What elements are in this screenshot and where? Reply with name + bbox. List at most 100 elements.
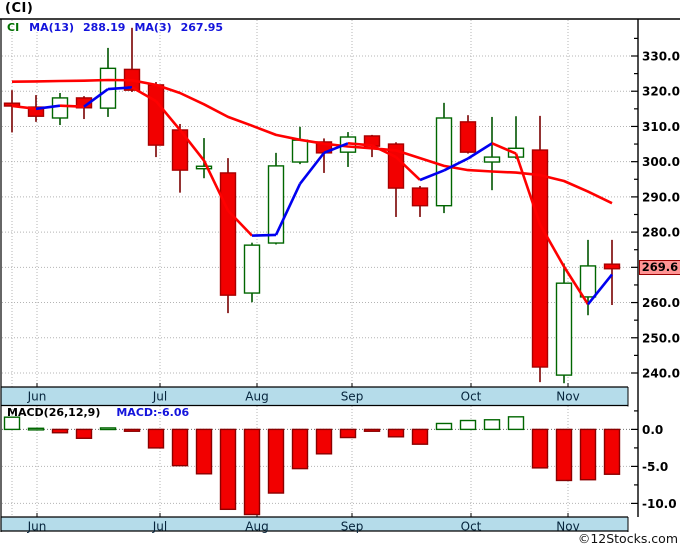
ma3-segment xyxy=(467,142,493,160)
macd-value-label: MACD:-6.06 xyxy=(116,406,190,419)
macd-bar xyxy=(411,428,429,445)
ma3-segment xyxy=(371,144,397,159)
macd-bar xyxy=(99,427,117,431)
month-label-jul: Jul xyxy=(152,390,167,404)
ma13-line xyxy=(11,78,613,205)
price-legend: CI MA(13) 288.19 MA(3) 267.95 xyxy=(7,21,232,34)
macd-bar xyxy=(267,428,285,494)
candle-body xyxy=(243,244,261,294)
ma3-segment xyxy=(11,104,37,111)
ma3-segment xyxy=(491,142,517,155)
candle-body xyxy=(3,102,21,107)
ma3-segment xyxy=(274,183,302,236)
month-label-sep: Sep xyxy=(341,390,364,404)
price-tick-label: 290.0 xyxy=(642,190,680,204)
macd-bar xyxy=(603,428,621,475)
ma3-segment xyxy=(538,223,566,268)
candle-body xyxy=(435,117,453,207)
macd-bar xyxy=(579,428,597,481)
candle-body xyxy=(579,265,597,298)
ma3-segment xyxy=(178,129,206,162)
macd-bar xyxy=(219,428,237,511)
macd-bar xyxy=(27,427,45,431)
month-label-oct: Oct xyxy=(461,520,482,534)
macd-params-label: MACD(26,12,9) xyxy=(7,406,101,419)
month-label-nov: Nov xyxy=(556,520,579,534)
macd-tick-label: 0.0 xyxy=(642,423,663,437)
month-label-sep: Sep xyxy=(341,520,364,534)
macd-bar xyxy=(75,428,93,439)
ma13-value: 288.19 xyxy=(83,21,126,34)
candle-body xyxy=(603,263,621,270)
macd-bar xyxy=(339,428,357,439)
month-label-jun: Jun xyxy=(27,390,47,404)
candle-body xyxy=(531,149,549,368)
macd-bar xyxy=(531,428,549,469)
macd-bar xyxy=(363,428,381,432)
price-tick-label: 250.0 xyxy=(642,331,680,345)
candle-body xyxy=(459,121,477,153)
candle-body xyxy=(219,172,237,296)
candle-body xyxy=(51,97,69,119)
month-label-aug: Aug xyxy=(245,390,268,404)
ma3-segment xyxy=(251,233,277,237)
macd-bar xyxy=(147,428,165,449)
price-tick-label: 310.0 xyxy=(642,120,680,134)
month-band xyxy=(1,517,628,531)
month-label-jun: Jun xyxy=(27,520,47,534)
price-tick-label: 280.0 xyxy=(642,226,680,240)
macd-bar xyxy=(555,428,573,482)
ma13-label: MA(13) xyxy=(29,21,74,34)
ma3-segment xyxy=(298,152,326,185)
candle-body xyxy=(195,165,213,170)
ma3-segment xyxy=(586,273,614,306)
candle-body xyxy=(27,106,45,117)
ma3-value: 267.95 xyxy=(180,21,224,34)
price-tick-label: 330.0 xyxy=(642,50,680,64)
month-band xyxy=(1,387,628,406)
ma3-segment xyxy=(514,153,542,225)
macd-bar xyxy=(387,428,405,438)
macd-bar xyxy=(435,422,453,431)
macd-bar xyxy=(3,416,21,431)
month-label-jul: Jul xyxy=(152,520,167,534)
candle-body xyxy=(411,187,429,207)
macd-tick-label: -10.0 xyxy=(642,497,677,511)
macd-bar xyxy=(171,428,189,467)
ma3-segment xyxy=(155,100,181,131)
macd-bar xyxy=(123,428,141,432)
price-tick-label: 260.0 xyxy=(642,296,680,310)
ma3-segment xyxy=(419,169,445,182)
watermark: ©12Stocks.com xyxy=(577,531,678,546)
ma3-segment xyxy=(323,142,349,155)
candle-body xyxy=(555,282,573,376)
ma3-segment xyxy=(131,86,157,103)
price-tick-label: 320.0 xyxy=(642,85,680,99)
ma3-label: MA(3) xyxy=(134,21,172,34)
ma3-segment xyxy=(107,86,133,91)
ma3-segment xyxy=(227,209,253,237)
price-tick-label: 300.0 xyxy=(642,155,680,169)
month-label-aug: Aug xyxy=(245,520,268,534)
macd-bar xyxy=(51,428,69,434)
candle-body xyxy=(483,156,501,163)
macd-bar xyxy=(507,416,525,431)
price-tick-label: 240.0 xyxy=(642,366,680,380)
month-label-oct: Oct xyxy=(461,390,482,404)
ma3-segment xyxy=(83,88,109,108)
ma3-segment xyxy=(395,156,421,181)
macd-tick-label: -5.0 xyxy=(642,460,668,474)
candle-body xyxy=(75,97,93,109)
ma3-segment xyxy=(202,160,230,212)
candle-body xyxy=(267,165,285,244)
macd-bar xyxy=(195,428,213,475)
symbol-label: CI xyxy=(7,21,20,34)
ma3-segment xyxy=(443,157,469,172)
ma3-segment xyxy=(35,104,61,111)
month-label-nov: Nov xyxy=(556,390,579,404)
page-title: (CI) xyxy=(5,1,34,16)
macd-bar xyxy=(483,419,501,431)
ma3-segment xyxy=(562,265,590,306)
candle-body xyxy=(291,139,309,163)
